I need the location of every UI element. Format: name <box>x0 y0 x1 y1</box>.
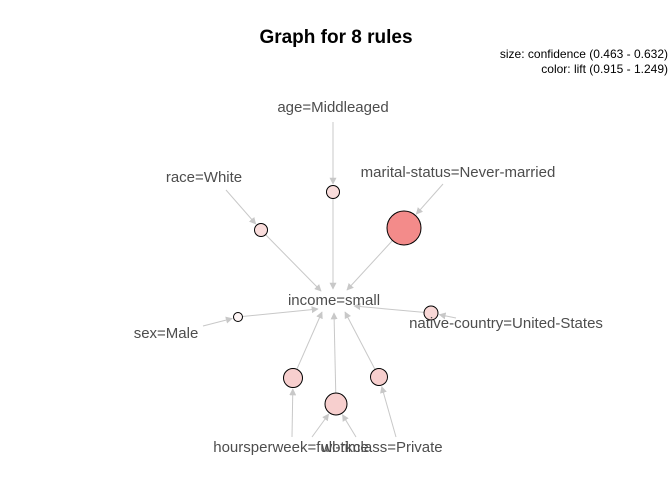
rule-node-r5 <box>233 312 243 322</box>
edge-r5-in-0 <box>202 316 233 327</box>
edge-r4-in-0 <box>438 312 457 320</box>
rule-node-r8 <box>370 368 388 386</box>
labels-layer: age=Middleaged race=White marital-status=N… <box>134 99 603 456</box>
item-label-marital: marital-status=Never-married <box>361 164 556 181</box>
legend-size: size: confidence (0.463 - 0.632) <box>499 47 668 61</box>
item-label-age: age=Middleaged <box>277 99 388 116</box>
edge-r7-out <box>330 312 338 394</box>
item-label-income: income=small <box>288 292 380 309</box>
edge-r4-out <box>353 303 425 313</box>
rule-node-r3 <box>386 210 422 246</box>
edge-r6-in-0 <box>289 388 297 438</box>
edge-r7-in-0 <box>311 413 330 438</box>
edge-r8-out <box>344 311 376 370</box>
edge-r6-out <box>296 311 323 370</box>
item-label-hours: hoursperweek=full-time <box>213 439 369 456</box>
nodes-layer <box>233 185 439 416</box>
edge-r3-out <box>346 240 393 291</box>
item-label-race: race=White <box>166 169 242 186</box>
edge-r5-out <box>242 306 319 318</box>
edge-r3-in-0 <box>415 183 444 215</box>
edge-r7-in-1 <box>342 414 357 438</box>
rule-node-r2 <box>254 223 268 237</box>
item-label-native: native-country=United-States <box>409 315 603 332</box>
graph-title: Graph for 8 rules <box>259 27 413 48</box>
edge-r8-in-0 <box>380 385 397 438</box>
edges-layer <box>202 122 457 438</box>
rule-node-r7 <box>324 392 348 416</box>
rule-node-r6 <box>283 368 303 388</box>
edge-r2-in-0 <box>225 189 257 225</box>
legend-color: color: lift (0.915 - 1.249) <box>541 62 668 76</box>
rule-node-r1 <box>326 185 340 199</box>
rule-node-r4 <box>423 305 439 321</box>
item-label-sex: sex=Male <box>134 325 199 342</box>
item-label-workclass: workclass=Private <box>320 439 442 456</box>
edge-r2-out <box>265 234 322 292</box>
